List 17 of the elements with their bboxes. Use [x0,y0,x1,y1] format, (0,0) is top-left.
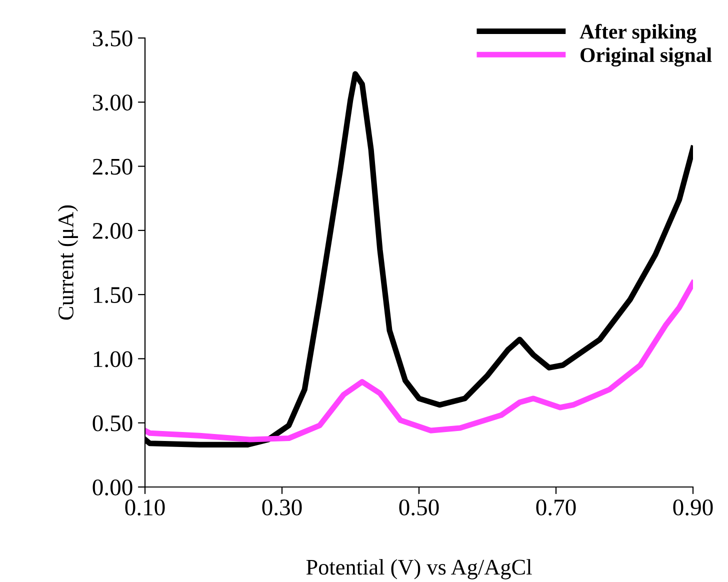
x-tick-label: 0.10 [125,499,165,516]
y-tick-label: 2.00 [92,222,132,239]
x-axis-title: Potential (V) vs Ag/AgCl [306,559,532,580]
y-tick-label: 1.50 [94,287,132,304]
y-tick-label: 3.00 [93,94,132,111]
y-axis-title: Current (μA) [58,205,78,320]
y-tick-label: 0.00 [92,479,132,496]
x-tick-label: 0.70 [536,499,576,516]
y-tick-label: 0.50 [92,415,132,432]
y-tick-label: 2.50 [92,158,132,175]
x-tick-label: 0.30 [262,499,302,516]
x-tick-label: 0.50 [399,499,439,516]
legend-label: After spiking [580,24,696,44]
legend-label: Original signal [580,47,712,66]
y-tick-label: 3.50 [93,30,132,47]
y-tick-label: 1.00 [94,351,132,368]
x-tick-label: 0.90 [673,499,713,516]
